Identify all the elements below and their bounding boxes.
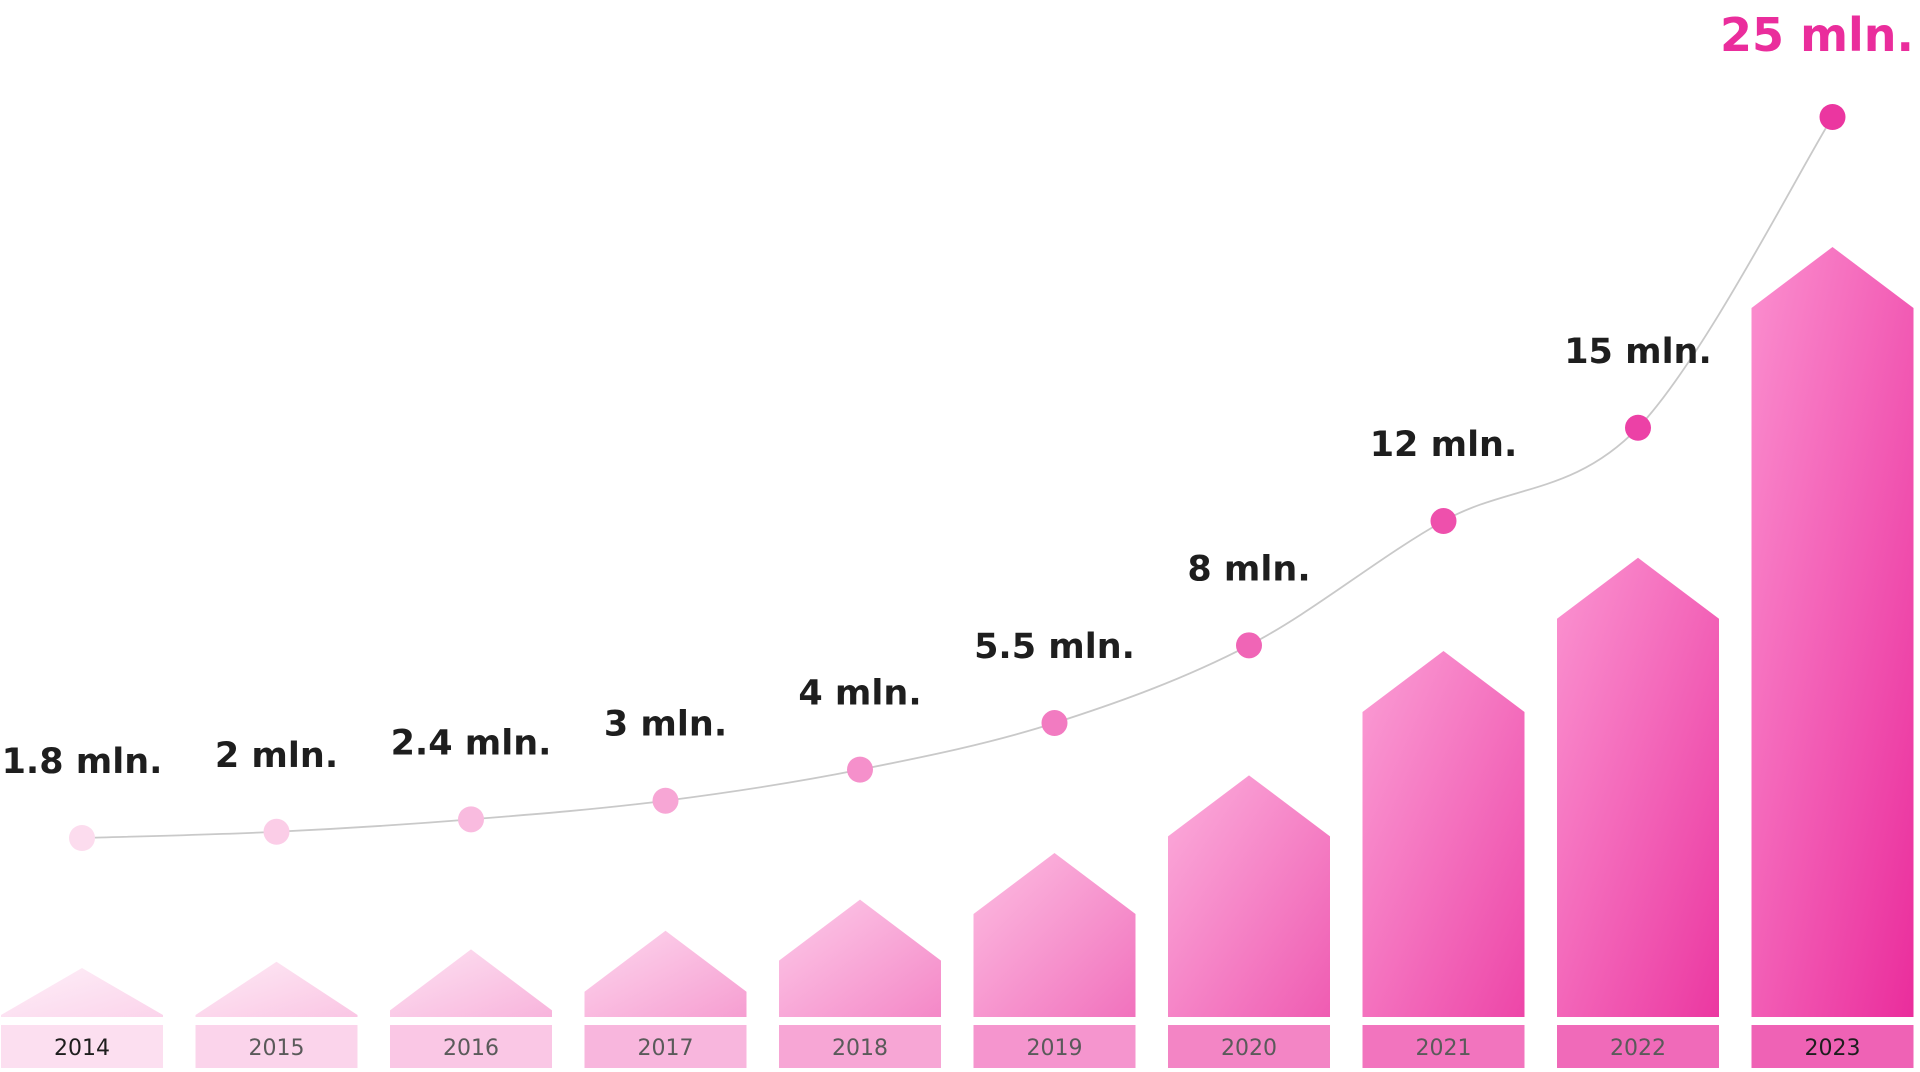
bar-2021 [1362,651,1525,1017]
year-tab-2023 [1751,1025,1914,1068]
marker-2019 [1041,710,1068,737]
bar-2017 [584,930,747,1017]
bar-2022 [1557,557,1719,1017]
marker-2022 [1625,414,1651,441]
year-label-2021: 2021 [1416,1036,1472,1061]
year-label-2016: 2016 [443,1036,499,1061]
value-label-2018: 4 mln. [798,674,921,714]
year-label-2014: 2014 [54,1036,110,1061]
value-label-2016: 2.4 mln. [391,723,552,763]
year-tab-2019 [973,1025,1136,1068]
marker-2021 [1430,508,1457,535]
year-tab-2021 [1362,1025,1525,1068]
year-label-2023: 2023 [1805,1036,1861,1061]
year-label-2015: 2015 [249,1036,305,1061]
bar-2014 [1,968,163,1017]
bar-2018 [779,899,941,1017]
bar-2023 [1751,247,1914,1017]
year-label-2017: 2017 [638,1036,694,1061]
year-tab-2014 [1,1025,163,1068]
value-label-2020: 8 mln. [1187,549,1310,589]
marker-2023 [1819,104,1846,130]
value-label-2022: 15 mln. [1564,332,1712,372]
value-label-2019: 5.5 mln. [974,627,1135,667]
value-label-2017: 3 mln. [604,705,727,745]
year-label-2022: 2022 [1610,1036,1666,1061]
value-label-2021: 12 mln. [1370,425,1518,465]
year-tab-2015 [195,1025,358,1068]
year-tab-2020 [1168,1025,1330,1068]
year-label-2019: 2019 [1027,1036,1083,1061]
value-label-2023: 25 mln. [1720,8,1914,62]
marker-2015 [263,818,290,845]
trend-line [81,116,1834,839]
bar-2019 [973,853,1136,1017]
year-tabs-layer: 2014 2015 2016 2017 2018 2019 2020 2021 2022 2023 [1,1025,1914,1068]
year-tab-2018 [779,1025,941,1068]
points-layer [69,104,1846,851]
bar-2020 [1168,775,1330,1017]
marker-2018 [847,756,873,783]
year-tab-2022 [1557,1025,1719,1068]
year-tab-2017 [584,1025,747,1068]
marker-2016 [458,806,484,833]
year-label-2020: 2020 [1221,1036,1277,1061]
value-labels-layer: 1.8 mln. 2 mln. 2.4 mln. 3 mln. 4 mln. 5.5 ml… [2,8,1914,782]
marker-2020 [1236,632,1262,659]
year-tab-2016 [390,1025,552,1068]
year-label-2018: 2018 [832,1036,888,1061]
bar-2016 [390,949,552,1017]
bars-layer [1,247,1914,1017]
bar-2015 [195,961,358,1017]
marker-2017 [652,787,679,814]
marker-2014 [69,825,95,851]
value-label-2015: 2 mln. [215,736,338,776]
value-label-2014: 1.8 mln. [2,742,163,782]
